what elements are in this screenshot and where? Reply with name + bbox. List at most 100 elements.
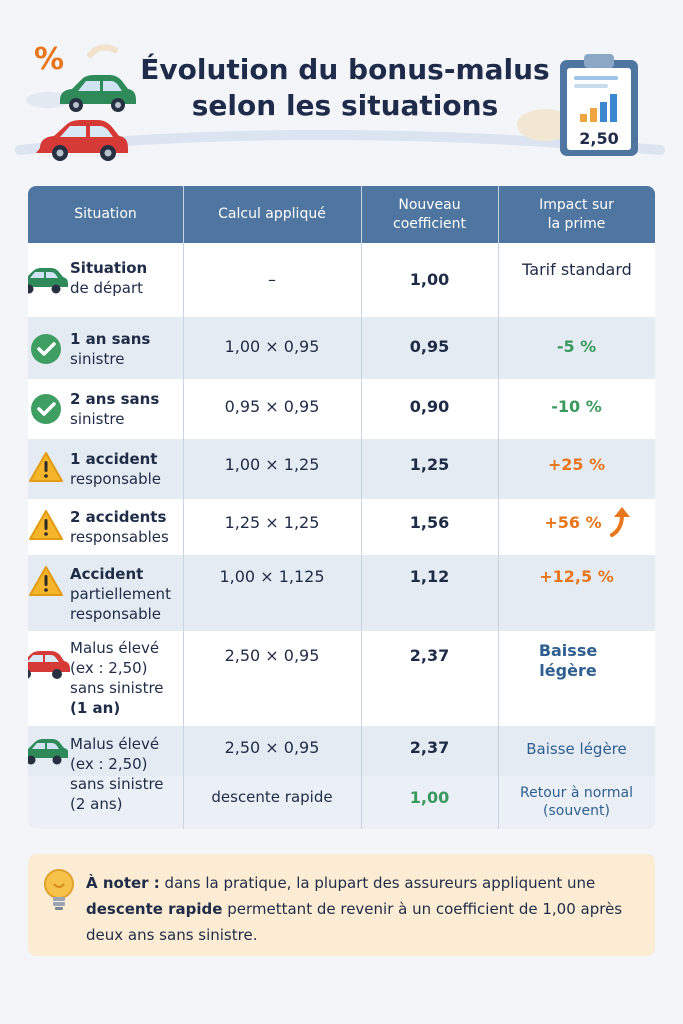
coefficient-cell: 0,95	[409, 337, 450, 356]
impact-cell: +56 %	[544, 513, 602, 532]
note-body: dans la pratique, la plupart des assureu…	[159, 874, 596, 892]
calcul-cell: 0,95 × 0,95	[224, 397, 320, 416]
situation-cell: 1 accident responsable	[70, 449, 161, 489]
coefficient-cell: 0,90	[409, 397, 450, 416]
car-red-icon	[28, 651, 70, 679]
situation-detail: responsable	[70, 470, 162, 488]
column-divider	[183, 186, 184, 829]
impact-cell: +12,5 %	[539, 567, 614, 586]
situation-cell: Accident partiellement responsable	[70, 564, 182, 624]
title-line-2: selon les situations	[191, 89, 499, 122]
percent-icon: %	[34, 42, 65, 77]
bonus-malus-table: Situation Calcul appliqué Nouveau coeffi…	[28, 186, 655, 829]
table-row: 2 accidents responsables 1,25 × 1,25 1,5…	[28, 499, 655, 555]
car-green-icon	[28, 268, 68, 294]
header: % Évolution du bonus-malus selon les sit…	[0, 0, 683, 175]
situation-detail: partiellement responsable	[70, 585, 171, 623]
table-row	[28, 726, 655, 776]
clipboard-value: 2,50	[579, 129, 619, 148]
situation-cell: Situation de départ	[70, 258, 147, 298]
car-green-header-icon	[60, 75, 136, 112]
coefficient-cell: 1,00	[409, 788, 450, 807]
impact-line: Retour à normal	[520, 785, 633, 801]
calcul-cell: 2,50 × 0,95	[224, 738, 320, 757]
column-divider	[498, 186, 499, 829]
situation-cell: 2 ans sans sinistre	[70, 389, 159, 429]
table-row	[28, 776, 655, 829]
table-row: 2 ans sans sinistre 0,95 × 0,95 0,90 -10…	[28, 379, 655, 439]
impact-cell: Baisse légère	[526, 740, 627, 758]
impact-cell: +25 %	[547, 455, 606, 474]
table-header: Situation Calcul appliqué Nouveau coeffi…	[28, 186, 655, 243]
coefficient-cell: 2,37	[409, 646, 450, 665]
situation-title: Accident	[70, 565, 144, 583]
clipboard-icon: 2,50	[558, 52, 640, 158]
calcul-cell: 1,00 × 1,25	[224, 455, 320, 474]
calcul-cell: –	[268, 270, 276, 289]
calcul-cell: 1,00 × 1,125	[219, 567, 325, 586]
warning-icon	[29, 510, 63, 540]
situation-cell: 2 accidents responsables	[70, 507, 169, 547]
calcul-cell: 1,00 × 0,95	[224, 337, 320, 356]
impact-line: (souvent)	[543, 803, 610, 819]
warning-icon	[29, 452, 63, 482]
situation-line: sans sinistre	[70, 775, 164, 793]
coefficient-cell: 1,12	[409, 567, 450, 586]
col-header-calcul: Calcul appliqué	[218, 206, 326, 222]
impact-cell: Tarif standard	[522, 260, 632, 279]
table-row: Accident partiellement responsable 1,00 …	[28, 555, 655, 631]
column-divider	[361, 186, 362, 829]
col-header-impact: Impact sur la prime	[539, 196, 614, 232]
impact-cell: -5 %	[556, 337, 597, 356]
coefficient-cell: 1,56	[409, 513, 450, 532]
impact-cell: Baisse légère	[538, 641, 598, 680]
calcul-cell: descente rapide	[211, 788, 333, 806]
note-label: À noter :	[86, 874, 160, 892]
situation-cell: Malus élevé (ex : 2,50) sans sinistre (1…	[70, 638, 164, 718]
page-title: Évolution du bonus-malus selon les situa…	[120, 52, 570, 124]
situation-line: sans sinistre	[70, 679, 164, 697]
situation-line: (ex : 2,50)	[70, 659, 148, 677]
arrow-up-icon	[610, 507, 630, 537]
situation-line: (2 ans)	[70, 795, 123, 813]
car-green-icon	[28, 739, 68, 765]
check-circle-icon	[31, 394, 61, 424]
note-box: À noter : dans la pratique, la plupart d…	[28, 854, 655, 956]
col-header-situation: Situation	[74, 206, 137, 222]
title-line-1: Évolution du bonus-malus	[140, 53, 550, 86]
situation-title: 2 accidents	[70, 508, 167, 526]
coefficient-cell: 1,25	[409, 455, 450, 474]
calcul-cell: 1,25 × 1,25	[224, 513, 320, 532]
coefficient-cell: 1,00	[409, 270, 450, 289]
note-text: À noter : dans la pratique, la plupart d…	[86, 870, 646, 948]
situation-detail: sinistre	[70, 410, 125, 428]
situation-line: Malus élevé	[70, 639, 160, 657]
table-row: 1 accident responsable 1,00 × 1,25 1,25 …	[28, 439, 655, 499]
coefficient-cell: 2,37	[409, 738, 450, 757]
situation-title: 1 accident	[70, 450, 158, 468]
note-emphasis: descente rapide	[86, 900, 223, 918]
car-red-header-icon	[36, 120, 128, 161]
situation-title: 1 an sans	[70, 330, 151, 348]
table-row: Situation de départ – 1,00 Tarif standar…	[28, 243, 655, 317]
situation-line: (ex : 2,50)	[70, 755, 148, 773]
situation-line: Malus élevé	[70, 735, 160, 753]
lightbulb-icon	[44, 869, 74, 910]
situation-title: 2 ans sans	[70, 390, 160, 408]
impact-cell: -10 %	[551, 397, 602, 416]
situation-cell: Malus élevé (ex : 2,50) sans sinistre (2…	[70, 734, 164, 814]
situation-detail: de départ	[70, 279, 144, 297]
situation-title: Situation	[70, 259, 148, 277]
situation-line: (1 an)	[70, 699, 121, 717]
situation-detail: responsables	[70, 528, 169, 546]
table-row: Malus élevé (ex : 2,50) sans sinistre (1…	[28, 631, 655, 726]
warning-icon	[29, 566, 63, 596]
check-circle-icon	[31, 334, 61, 364]
table-row: 1 an sans sinistre 1,00 × 0,95 0,95 -5 %	[28, 317, 655, 379]
col-header-coefficient: Nouveau coefficient	[393, 196, 466, 232]
calcul-cell: 2,50 × 0,95	[224, 646, 320, 665]
situation-cell: 1 an sans sinistre	[70, 329, 150, 369]
impact-cell: Retour à normal (souvent)	[498, 784, 655, 820]
note-body: permettant de revenir à un coefficient d…	[86, 900, 623, 944]
situation-detail: sinistre	[70, 350, 125, 368]
